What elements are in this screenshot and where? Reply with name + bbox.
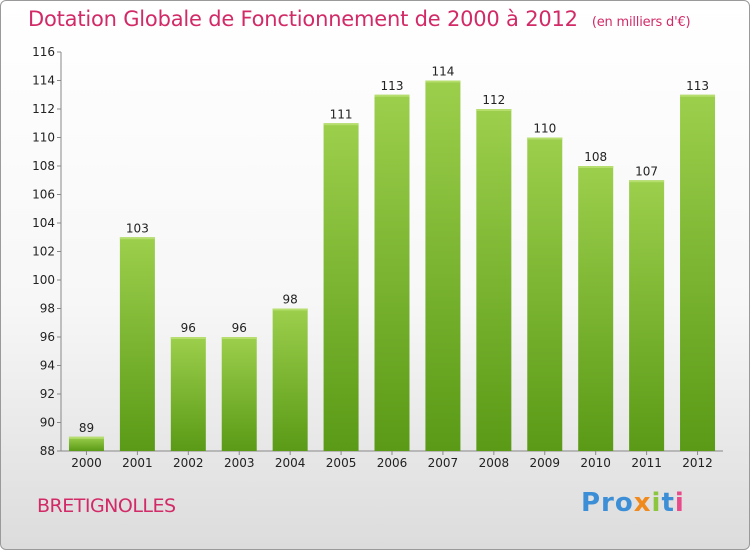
bar-value-label: 96 [232,321,247,335]
bar [119,237,155,451]
y-tick-label: 98 [40,302,55,316]
city-name: BRETIGNOLLES [37,495,176,517]
y-tick-label: 92 [40,387,55,401]
y-tick-label: 90 [40,416,55,430]
chart-title: Dotation Globale de Fonctionnement de 20… [28,7,691,31]
bar-value-label: 108 [584,150,607,164]
bar-top [425,80,461,83]
x-tick-label: 2001 [122,456,153,470]
bar-top [476,109,512,111]
bar-top [323,123,359,126]
x-tick-label: 2010 [580,456,611,470]
x-tick-label: 2005 [326,456,357,470]
x-tick-label: 2009 [529,456,560,470]
bar-value-label: 89 [79,421,94,435]
y-tick-label: 94 [40,359,55,373]
bar [629,180,665,451]
logo-part: t [661,488,675,518]
bar-value-label: 103 [126,221,149,235]
bar-value-label: 113 [686,79,709,93]
bar-value-label: 98 [283,293,298,307]
bar-top [527,137,563,140]
bar [374,94,410,451]
logo-part: x [633,488,652,518]
bar-value-label: 112 [482,93,505,107]
y-tick-label: 106 [32,188,55,202]
bar-top [119,237,155,240]
y-tick-label: 114 [32,74,55,88]
title-text: Dotation Globale de Fonctionnement de 20… [28,7,578,31]
x-tick-label: 2012 [682,456,713,470]
bar [578,166,614,451]
bar [221,337,257,451]
bar-top [680,94,716,97]
bar-value-label: 96 [181,321,196,335]
proxiti-logo: Proxiti [581,488,685,518]
unit-label: (en milliers d'€) [591,15,691,30]
bar-top [374,94,410,97]
x-tick-label: 2007 [428,456,459,470]
bar-value-label: 110 [533,122,556,136]
y-tick-label: 116 [32,45,55,59]
axes: 88 90 92 94 96 98 100 102 104 106 108 110 112 114 116 2… [32,45,723,470]
x-tick-label: 2008 [479,456,510,470]
y-tick-label: 100 [32,273,55,287]
bar-top [272,308,308,311]
bar-value-label: 113 [381,79,404,93]
bar [680,94,716,451]
bar [170,337,206,451]
bar [425,80,461,451]
y-tick-label: 88 [40,444,55,458]
x-tick-label: 2000 [71,456,102,470]
x-tick-label: 2011 [631,456,662,470]
y-tick-label: 104 [32,216,55,230]
y-tick-label: 110 [32,131,55,145]
bar [68,436,104,451]
bar-top [221,337,257,339]
bar [476,109,512,451]
logo-part: i [674,488,685,518]
y-tick-label: 112 [32,102,55,116]
logo-part: Pro [581,488,634,518]
bar-value-label: 107 [635,164,658,178]
value-labels: 89 103 96 96 98 111 113 114 112 110 108 107 113 [79,65,709,435]
bar [323,123,359,451]
y-tick-label: 108 [32,159,55,173]
logo-part: i [651,488,662,518]
bar-top [629,180,665,183]
bar-top [578,166,614,168]
y-tick-label: 96 [40,330,55,344]
bar-value-label: 114 [431,65,454,79]
bars [68,80,716,451]
x-tick-label: 2004 [275,456,306,470]
y-tick-label: 102 [32,245,55,259]
bar [272,308,308,451]
x-tick-label: 2003 [224,456,255,470]
bar-value-label: 111 [330,107,353,121]
x-tick-label: 2002 [173,456,204,470]
bar-top [170,337,206,339]
bar-top [68,436,104,439]
bar [527,137,563,451]
x-tick-label: 2006 [377,456,408,470]
